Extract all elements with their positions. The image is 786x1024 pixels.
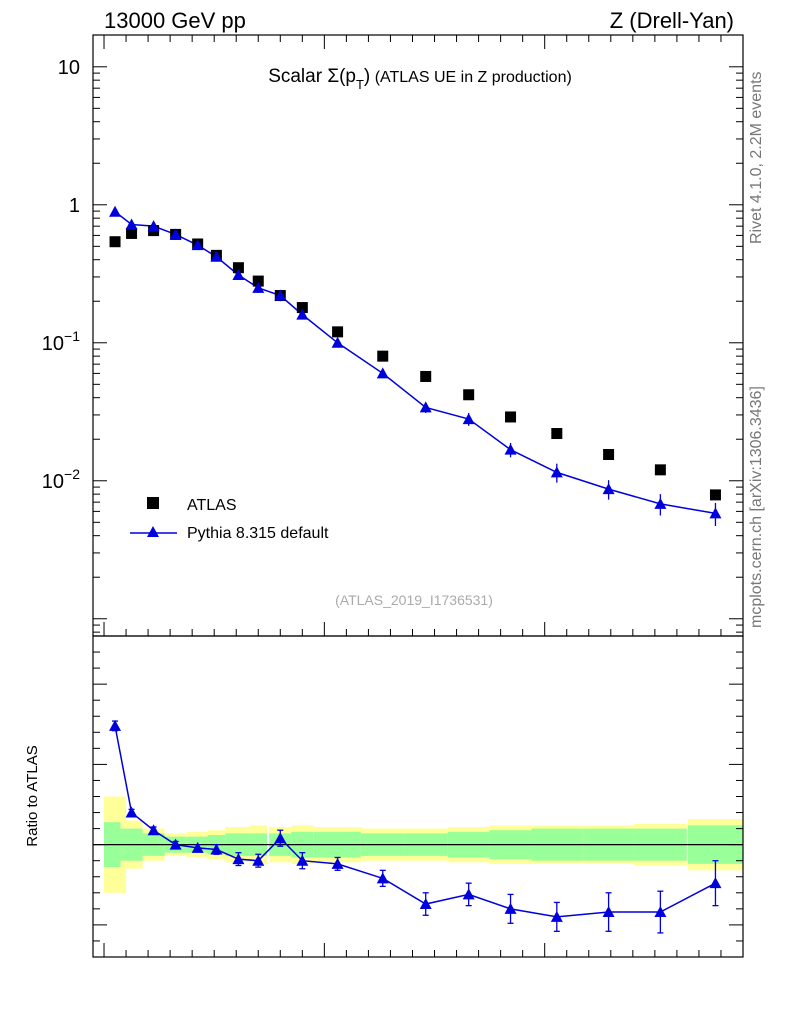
atlas-point: [505, 411, 517, 423]
legend: ATLAS Pythia 8.315 default: [130, 497, 329, 542]
ratio-point: [296, 854, 309, 866]
atlas-point: [377, 350, 389, 362]
pythia-point: [191, 239, 204, 251]
atlas-point: [709, 489, 721, 501]
atlas-point: [332, 326, 344, 338]
ratio-point: [147, 824, 160, 836]
y-tick-label: 10−2: [42, 466, 80, 493]
energy-label: 13000 GeV pp: [104, 8, 246, 33]
main-data: [109, 205, 722, 527]
ratio-point: [274, 832, 287, 844]
ratio-point: [419, 898, 432, 910]
y-tick-label: 10: [58, 57, 80, 79]
pythia-point: [602, 483, 615, 495]
pythia-point: [252, 281, 265, 293]
ratio-point: [232, 853, 245, 865]
main-panel: 10 1 10−1 10−2 Scalar Σ(pT) (ATLAS UE in Z …: [42, 34, 744, 637]
process-label: Z (Drell-Yan): [609, 8, 734, 33]
atlas-point: [232, 262, 244, 274]
ratio-point: [654, 906, 667, 918]
pythia-point: [654, 497, 667, 509]
atlas-point: [551, 428, 563, 440]
atlas-point: [603, 449, 615, 461]
pythia-point: [550, 466, 563, 478]
ratio-line: [114, 725, 716, 918]
main-frame: [92, 34, 744, 637]
ratio-point: [252, 854, 265, 866]
ratio-point: [169, 838, 182, 850]
legend-atlas-marker: [147, 497, 159, 509]
atlas-point: [463, 389, 475, 401]
atlas-point: [109, 236, 121, 248]
pythia-point: [147, 220, 160, 232]
pythia-point: [376, 367, 389, 379]
legend-atlas-label: ATLAS: [187, 497, 237, 514]
pythia-point: [210, 250, 223, 262]
pythia-point: [169, 228, 182, 240]
ratio-point: [109, 719, 122, 731]
ratio-point: [709, 877, 722, 889]
pythia-point: [331, 336, 344, 348]
atlas-point: [252, 275, 264, 287]
pythia-point: [109, 205, 122, 217]
ratio-ticks: [93, 651, 744, 957]
pythia-line: [114, 211, 716, 515]
pythia-point: [296, 308, 309, 320]
pythia-point: [274, 289, 287, 301]
ratio-point: [504, 902, 517, 914]
ratio-point: [376, 872, 389, 884]
pythia-point: [504, 443, 517, 455]
legend-pythia-marker: [147, 526, 159, 537]
ratio-bands: [93, 796, 743, 893]
pythia-point: [232, 268, 245, 280]
y-tick-label: 1: [69, 195, 80, 217]
ratio-point: [210, 843, 223, 855]
ratio-point: [125, 806, 138, 818]
y-tick-label: 10−1: [42, 328, 80, 355]
ratio-data: [109, 719, 722, 934]
ratio-point: [462, 888, 475, 900]
chart-title: Scalar Σ(pT) (ATLAS UE in Z production): [268, 66, 572, 92]
ratio-point: [191, 841, 204, 853]
ratio-frame: [92, 635, 744, 958]
main-ticks: 10 1 10−1 10−2: [42, 35, 744, 636]
pythia-point: [709, 507, 722, 519]
ratio-point: [550, 910, 563, 922]
legend-pythia-label: Pythia 8.315 default: [187, 525, 329, 542]
ratio-point: [331, 857, 344, 869]
pythia-point: [419, 401, 432, 413]
pythia-point: [462, 413, 475, 425]
atlas-point: [126, 227, 138, 239]
pythia-point: [125, 218, 138, 230]
atlas-point: [420, 370, 432, 382]
ratio-point: [602, 906, 615, 918]
ratio-ylabel: Ratio to ATLAS: [24, 745, 41, 846]
analysis-id: (ATLAS_2019_I1736531): [335, 592, 493, 608]
atlas-point: [296, 302, 308, 314]
ratio-panel: Ratio to ATLAS: [24, 635, 744, 958]
atlas-point: [654, 464, 666, 476]
